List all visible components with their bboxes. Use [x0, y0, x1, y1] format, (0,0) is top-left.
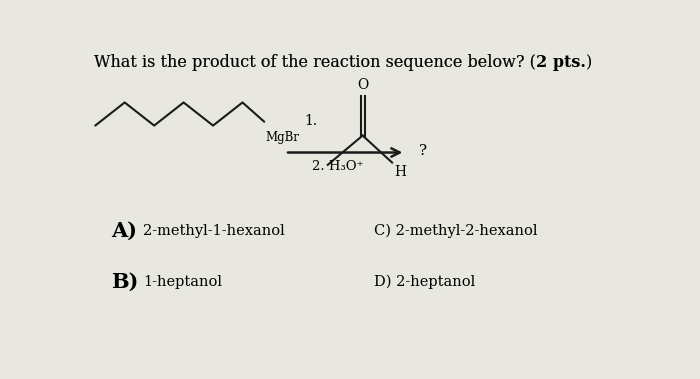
Text: What is the product of the reaction sequence below? (: What is the product of the reaction sequ…	[94, 54, 536, 71]
Text: ?: ?	[419, 144, 427, 158]
Text: What is the product of the reaction sequence below? (: What is the product of the reaction sequ…	[94, 54, 539, 71]
Text: D) 2-heptanol: D) 2-heptanol	[374, 275, 475, 289]
Text: H: H	[394, 165, 407, 179]
Text: B): B)	[111, 272, 138, 292]
Text: 2-methyl-1-hexanol: 2-methyl-1-hexanol	[144, 224, 285, 238]
Text: 2. H₃O⁺: 2. H₃O⁺	[312, 160, 363, 173]
Text: C) 2-methyl-2-hexanol: C) 2-methyl-2-hexanol	[374, 224, 538, 238]
Text: A): A)	[111, 221, 136, 241]
Text: 2 pts.: 2 pts.	[536, 54, 585, 71]
Text: O: O	[357, 78, 368, 92]
Text: 1-heptanol: 1-heptanol	[144, 275, 223, 289]
Text: What is the product of the reaction sequence below? (: What is the product of the reaction sequ…	[94, 54, 536, 71]
Text: MgBr: MgBr	[266, 131, 300, 144]
Text: 1.: 1.	[304, 114, 318, 128]
Text: ): )	[585, 54, 591, 71]
